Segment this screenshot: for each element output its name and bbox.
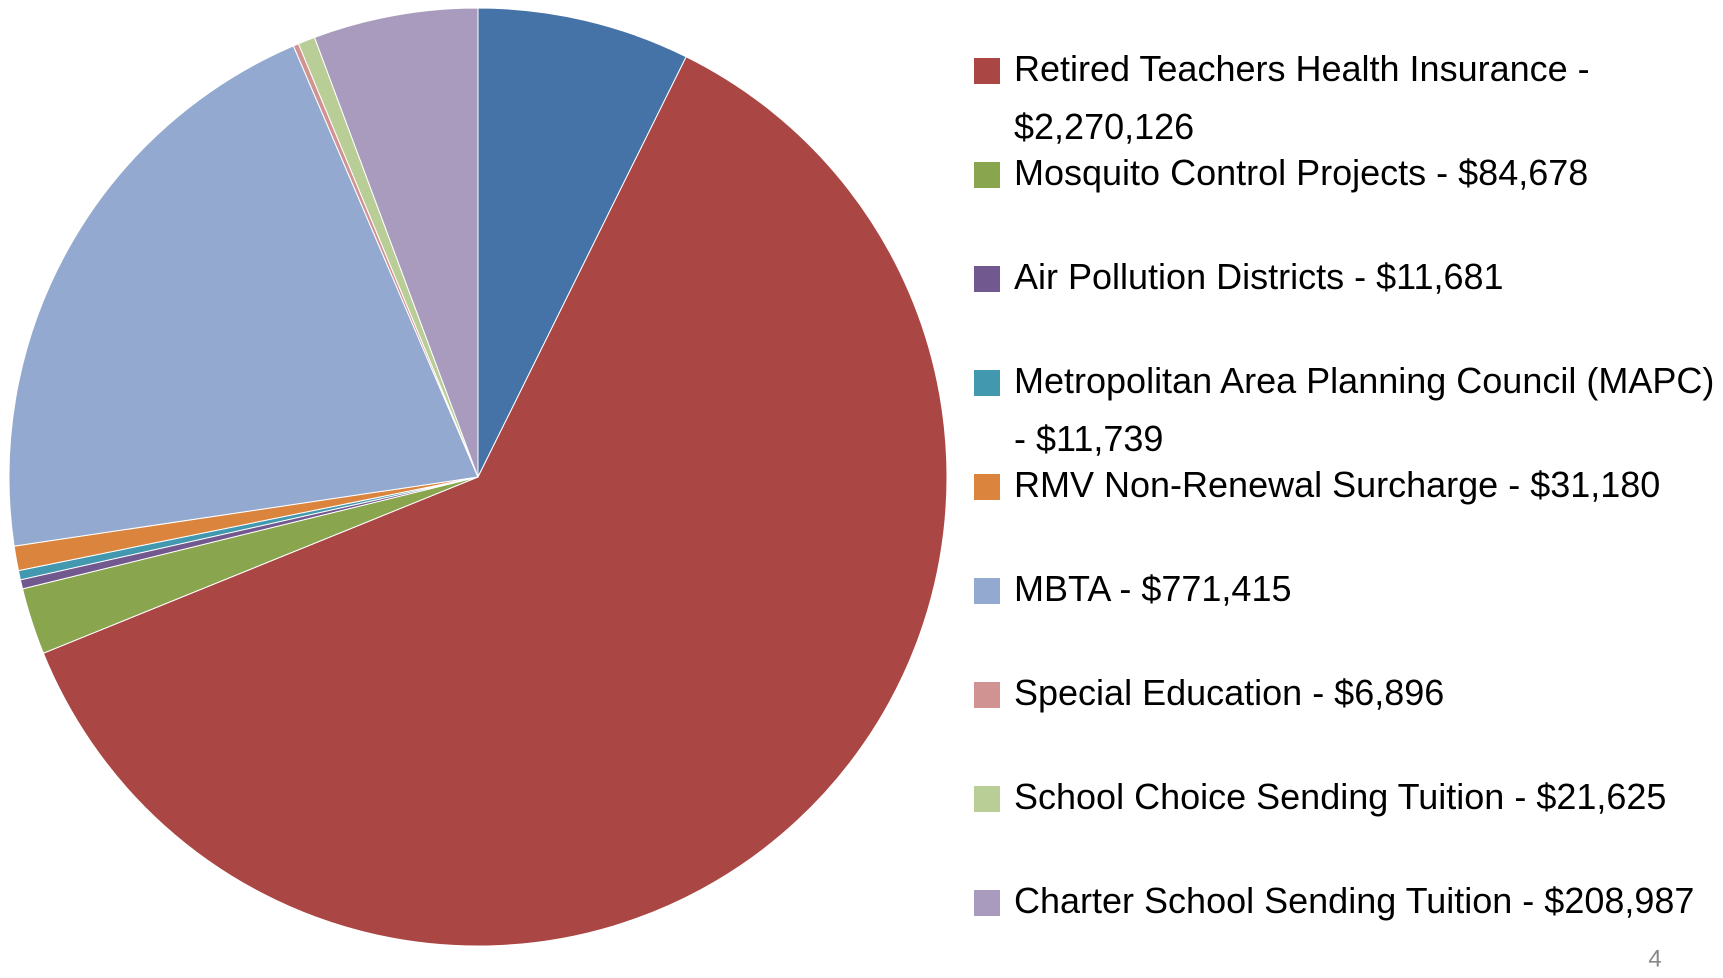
legend-swatch [974, 682, 1000, 708]
pie-slice [42, 56, 948, 947]
legend-label: Metropolitan Area Planning Council (MAPC… [1014, 360, 1714, 459]
pie-slice [8, 45, 479, 547]
legend-label: RMV Non-Renewal Surcharge - $31,180 [1014, 464, 1660, 505]
legend-swatch [974, 266, 1000, 292]
legend-swatch [974, 890, 1000, 916]
legend-swatch [974, 58, 1000, 84]
page-number: 4 [1648, 945, 1661, 972]
legend-label: Special Education - $6,896 [1014, 672, 1444, 713]
pie-slice [477, 7, 687, 478]
legend-label: Charter School Sending Tuition - $208,98… [1014, 880, 1694, 921]
legend-label: School Choice Sending Tuition - $21,625 [1014, 776, 1666, 817]
legend-swatch [974, 578, 1000, 604]
legend-swatch [974, 370, 1000, 396]
legend-label: Mosquito Control Projects - $84,678 [1014, 152, 1588, 193]
pie-slice [313, 7, 479, 478]
legend-swatch [974, 162, 1000, 188]
legend-label: Air Pollution Districts - $11,681 [1014, 256, 1504, 297]
legend-label: Retired Teachers Health Insurance -$2,27… [1014, 48, 1590, 147]
legend-swatch [974, 786, 1000, 812]
legend-swatch [974, 474, 1000, 500]
legend-label: MBTA - $771,415 [1014, 568, 1292, 609]
